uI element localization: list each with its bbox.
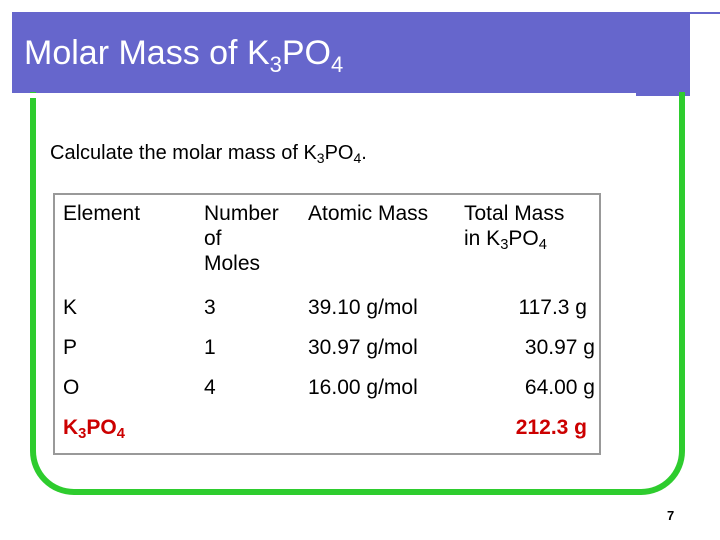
total-molar-mass: 212.3 g bbox=[515, 416, 587, 439]
header-element: Element bbox=[63, 202, 141, 225]
question-text: Calculate the molar mass of K3PO4. bbox=[50, 142, 367, 166]
cell-atomic-mass: 39.10 g/mol bbox=[308, 296, 418, 319]
total-row-label: K3PO4 bbox=[63, 416, 125, 442]
cell-empty bbox=[200, 413, 306, 454]
cell-atomic-mass: 30.97 g/mol bbox=[308, 336, 418, 359]
page-number: 7 bbox=[667, 508, 675, 523]
header-total-mass: Total Mass in K3PO4 bbox=[464, 202, 565, 254]
slide-title: Molar Mass of K3PO4 bbox=[24, 34, 344, 77]
cell-total-mass: 117.3 g bbox=[518, 296, 587, 319]
cell-atomic-mass: 16.00 g/mol bbox=[308, 376, 418, 399]
cell-empty bbox=[306, 413, 462, 454]
cell-element: P bbox=[63, 336, 78, 359]
table-total-row: K3PO4 212.3 g bbox=[54, 413, 600, 454]
cell-moles: 3 bbox=[204, 296, 216, 319]
cell-total-mass: 64.00 g bbox=[524, 376, 595, 399]
title-bar bbox=[12, 12, 690, 96]
cell-moles: 1 bbox=[204, 336, 216, 359]
table-row: K 3 39.10 g/mol 117.3 g bbox=[54, 293, 600, 333]
table-row: O 4 16.00 g/mol 64.00 g bbox=[54, 373, 600, 413]
cell-element: K bbox=[63, 296, 78, 319]
title-underline bbox=[12, 93, 636, 98]
cell-moles: 4 bbox=[204, 376, 216, 399]
title-bar-accent bbox=[690, 12, 720, 14]
content-frame bbox=[30, 92, 685, 495]
header-atomic-mass: Atomic Mass bbox=[308, 202, 429, 225]
table-row: P 1 30.97 g/mol 30.97 g bbox=[54, 333, 600, 373]
cell-element: O bbox=[63, 376, 80, 399]
table-header-row: Element Number of Moles Atomic Mass Total … bbox=[54, 194, 600, 293]
cell-total-mass: 30.97 g bbox=[524, 336, 595, 359]
header-moles: Number of Moles bbox=[204, 202, 279, 276]
molar-mass-table: Element Number of Moles Atomic Mass Total … bbox=[53, 193, 601, 455]
